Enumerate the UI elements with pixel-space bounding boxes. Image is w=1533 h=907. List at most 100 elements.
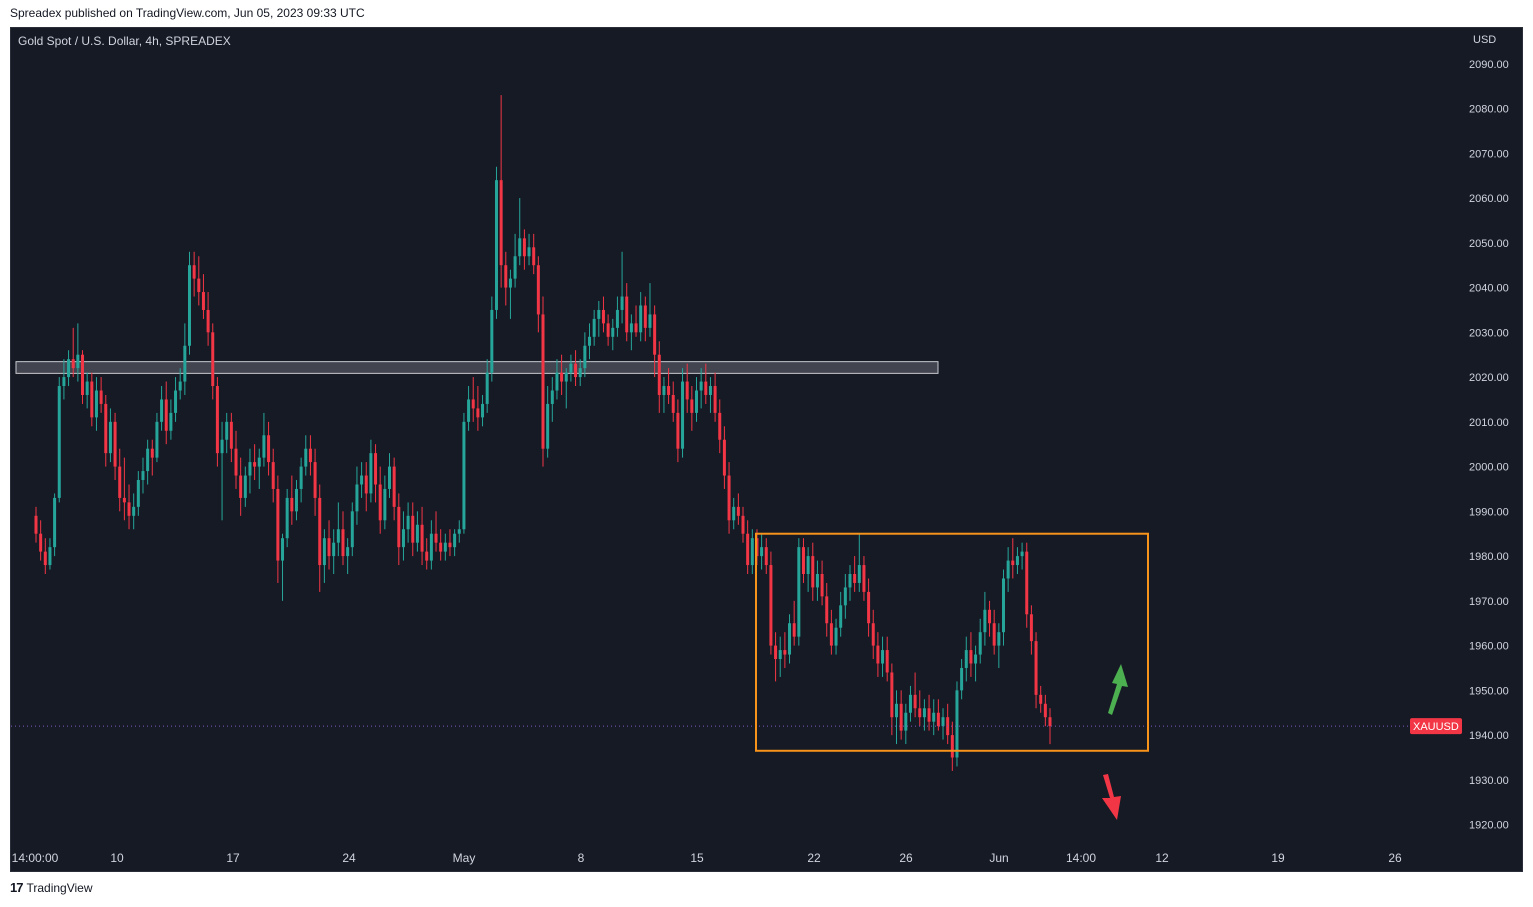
candle-body [429, 533, 433, 561]
range-box [755, 532, 1149, 752]
candle-body [978, 632, 982, 655]
candle-body [690, 399, 694, 413]
candle-body [457, 529, 461, 534]
y-tick-label: 1920.00 [1469, 820, 1509, 832]
candle-body [527, 247, 531, 257]
candle-body [443, 542, 447, 552]
candle-body [499, 180, 503, 266]
candle-body [950, 735, 954, 758]
candle-body [788, 623, 792, 655]
price-axis-currency[interactable]: USD [1473, 34, 1497, 46]
candle-body [1034, 641, 1038, 695]
candle-body [67, 359, 71, 378]
candle-body [360, 475, 364, 485]
candle-body [192, 265, 196, 279]
candle-body [34, 515, 38, 534]
candle-body [425, 551, 429, 561]
y-tick-label: 2020.00 [1469, 372, 1509, 384]
footer-logo-text: TradingView [26, 880, 93, 895]
candle-body [504, 265, 508, 288]
candle-body [704, 381, 708, 395]
candle-body [471, 399, 475, 409]
candle-body [62, 377, 66, 387]
candle-body [583, 345, 587, 369]
y-tick-label: 1990.00 [1469, 506, 1509, 518]
candle-body [736, 506, 740, 516]
candle-body [913, 694, 917, 709]
candle-body [685, 381, 689, 400]
candle-body [183, 345, 187, 382]
candle-body [653, 314, 657, 355]
candle-body [374, 453, 378, 485]
candle-body [350, 511, 354, 548]
candle-body [313, 462, 317, 498]
candle-body [969, 650, 973, 664]
candle-body [564, 372, 568, 382]
candle-body [327, 538, 331, 557]
chart-title: Gold Spot / U.S. Dollar, 4h, SPREADEX [18, 34, 231, 48]
candle-body [597, 309, 601, 319]
candle-body [1048, 717, 1052, 727]
candle-body [620, 296, 624, 310]
candle-body [820, 574, 824, 597]
candle-body [415, 524, 419, 543]
candle-body [569, 363, 573, 373]
y-tick-label: 1980.00 [1469, 551, 1509, 563]
candle-body [448, 542, 452, 548]
candle-body [490, 309, 494, 373]
candle-body [71, 359, 75, 369]
candle-body [541, 314, 545, 449]
y-tick-label: 2040.00 [1469, 283, 1509, 295]
candle-body [485, 372, 489, 404]
candle-body [718, 412, 722, 440]
candle-body [815, 574, 819, 588]
resistance-zone [15, 361, 939, 374]
candle-body [267, 435, 271, 463]
candle-body [155, 421, 159, 458]
x-tick-label: Jun [989, 851, 1008, 865]
candle-body [118, 466, 122, 498]
candle-body [53, 497, 57, 548]
candle-body [518, 238, 522, 257]
candle-body [164, 399, 168, 431]
candle-body [857, 565, 861, 583]
candle-body [434, 533, 438, 543]
y-tick-label: 1950.00 [1469, 685, 1509, 697]
candle-body [643, 305, 647, 328]
candle-body [694, 390, 698, 413]
candle-body [187, 265, 191, 346]
published-caption: Spreadex published on TradingView.com, J… [10, 6, 365, 20]
candle-body [392, 466, 396, 507]
y-tick-label: 2050.00 [1469, 238, 1509, 250]
x-tick-label: 12 [1155, 851, 1169, 865]
candle-body [829, 623, 833, 646]
x-tick-label: 24 [342, 851, 356, 865]
candle-body [201, 292, 205, 310]
candle-body [108, 421, 112, 454]
candle-body [941, 717, 945, 727]
candle-body [574, 363, 578, 378]
chart-panel[interactable] [10, 27, 1523, 872]
tradingview-logo-icon: 17 [10, 880, 24, 895]
candle-body [141, 471, 145, 481]
candle-body [239, 475, 243, 498]
candle-body [467, 399, 471, 422]
candle-body [774, 645, 778, 660]
candle-body [150, 448, 154, 458]
candle-body [634, 323, 638, 333]
candle-body [918, 708, 922, 718]
x-tick-label: 10 [110, 851, 124, 865]
candle-body [867, 591, 871, 624]
candle-body [243, 475, 247, 498]
candle-body [797, 547, 801, 637]
x-tick-label: 26 [899, 851, 913, 865]
candle-body [988, 609, 992, 624]
candle-body [890, 672, 894, 718]
candle-body [727, 475, 731, 521]
candle-body [806, 556, 810, 574]
candle-body [588, 336, 592, 346]
candle-body [253, 462, 257, 467]
candle-body [853, 574, 857, 583]
candle-body [546, 403, 550, 449]
